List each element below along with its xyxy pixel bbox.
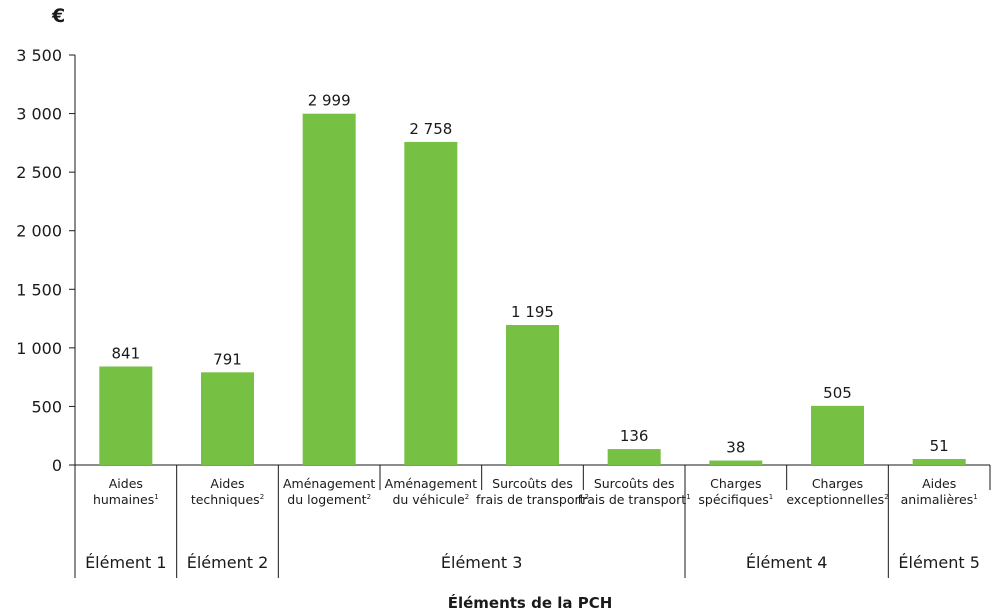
group-label: Élément 3 [441,553,523,572]
value-label: 51 [930,437,949,455]
category-label: Aides techniques2 [191,476,264,507]
y-tick-label: 500 [31,397,62,416]
y-tick-label: 1 000 [16,339,62,358]
bar [99,366,153,465]
category-label: Charges exceptionnelles2 [786,476,888,507]
value-label: 505 [823,384,852,402]
value-label: 841 [112,344,141,362]
category-label: Charges spécifiques1 [698,476,773,507]
value-label: 38 [726,439,745,457]
y-tick-label: 3 500 [16,46,62,65]
value-label: 136 [620,427,649,445]
value-label: 791 [213,350,242,368]
value-label: 1 195 [511,303,554,321]
category-label: Aides humaines1 [93,476,159,507]
y-tick-label: 3 000 [16,105,62,124]
category-label: Aménagement du véhicule2 [385,476,477,507]
value-label: 2 758 [409,120,452,138]
value-label: 2 999 [308,92,351,110]
y-tick-label: 1 500 [16,280,62,299]
bar [404,141,458,466]
category-label: Surcoûts des frais de transport2 [476,476,589,507]
group-label: Élément 1 [85,553,167,572]
group-label: Élément 5 [898,553,980,572]
labels: 0 500 1 000 1 500 2 000 2 500 3 000 3 500 841 Aid… [16,46,980,572]
category-label: Aides animalières1 [901,476,978,507]
bar [302,113,356,465]
bar [201,372,254,465]
y-tick-label: 0 [52,456,62,475]
bar [709,460,763,465]
bar [912,459,966,465]
y-tick-label: 2 500 [16,163,62,182]
y-unit-label: € [52,5,66,27]
group-label: Élément 4 [746,553,828,572]
category-label: Surcoûts des frais de transport1 [578,476,691,507]
bars [99,113,966,466]
bar [607,449,661,465]
bar [811,405,864,465]
x-axis-title: Éléments de la PCH [448,593,613,612]
bar [506,325,559,465]
group-label: Élément 2 [187,553,269,572]
y-tick-label: 2 000 [16,222,62,241]
category-label: Aménagement du logement2 [283,476,375,507]
